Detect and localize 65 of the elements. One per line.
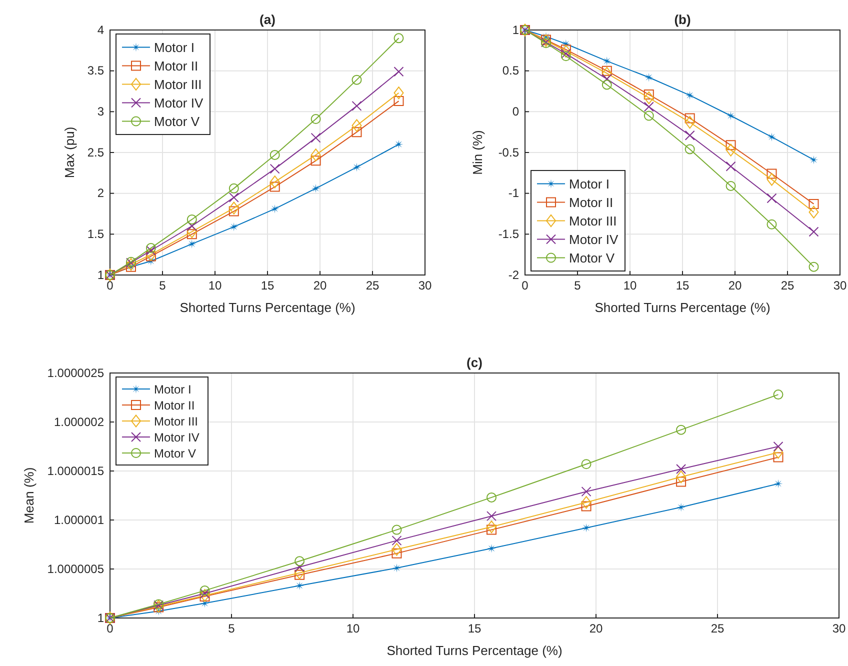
x-tick-label: 20 [728,278,742,293]
x-tick-label: 5 [228,622,236,636]
legend-label: Motor I [154,40,194,55]
y-axis-title: Min (%) [470,130,486,175]
legend-label: Motor II [154,58,198,74]
x-tick-label: 10 [208,278,222,293]
x-tick-label: 20 [313,278,327,293]
x-tick-label: 25 [366,278,380,293]
x-tick-label: 30 [833,278,847,293]
x-tick-label: 0 [522,278,529,293]
y-tick-label: 1.000001 [54,512,104,527]
x-tick-label: 10 [623,278,637,293]
legend-label: Motor III [154,414,198,428]
chart-title: (c) [466,355,482,370]
x-tick-label: 0 [106,622,114,636]
y-tick-label: 0.5 [502,64,520,78]
legend-label: Motor V [154,114,200,129]
chart-title: (a) [260,12,276,27]
y-tick-label: 1.0000025 [47,366,104,380]
y-tick-label: 0 [512,104,520,119]
legend-label: Motor IV [154,95,204,110]
x-tick-label: 0 [106,278,114,293]
legend-label: Motor IV [154,430,200,444]
y-tick-label: 1 [512,22,520,37]
x-tick-label: 15 [676,278,690,293]
legend-label: Motor IV [569,232,618,247]
x-tick-label: 5 [159,278,166,293]
legend-label: Motor III [154,76,202,92]
chart-title: (b) [674,12,691,27]
x-tick-label: 5 [574,278,582,293]
y-tick-label: 1 [97,268,104,282]
y-axis-title: Max (pu) [62,126,77,178]
x-axis-title: Shorted Turns Percentage (%) [594,300,770,315]
y-tick-label: 3 [97,104,104,119]
x-tick-label: 25 [710,622,724,636]
legend-label: Motor V [154,446,196,460]
y-tick-label: 2.5 [87,145,104,160]
legend-label: Motor II [569,194,614,210]
y-tick-label: 4 [97,22,104,37]
y-tick-label: 1.0000005 [47,562,104,576]
y-tick-label: 1 [97,610,104,625]
legend-label: Motor V [569,250,615,266]
y-tick-label: 2 [97,186,104,200]
x-tick-label: 15 [260,278,274,293]
y-tick-label: 3.5 [87,64,104,78]
y-tick-label: -1 [508,186,520,200]
y-axis-title: Mean (%) [22,467,37,524]
x-tick-label: 20 [589,622,603,636]
y-tick-label: -0.5 [498,145,520,160]
y-tick-label: -1.5 [498,227,520,242]
legend-label: Motor III [569,213,617,228]
y-tick-label: -2 [508,268,520,282]
x-tick-label: 10 [346,622,360,636]
x-axis-title: Shorted Turns Percentage (%) [386,643,562,658]
x-axis-title: Shorted Turns Percentage (%) [180,300,356,315]
legend-label: Motor I [154,382,192,396]
y-tick-label: 1.0000015 [47,464,104,478]
x-tick-label: 30 [832,622,846,636]
legend-label: Motor II [154,398,195,412]
x-tick-label: 25 [780,278,794,293]
y-tick-label: 1.000002 [54,414,104,429]
legend-label: Motor I [569,176,610,192]
x-tick-label: 15 [468,622,482,636]
x-tick-label: 30 [418,278,432,293]
y-tick-label: 1.5 [87,227,104,242]
